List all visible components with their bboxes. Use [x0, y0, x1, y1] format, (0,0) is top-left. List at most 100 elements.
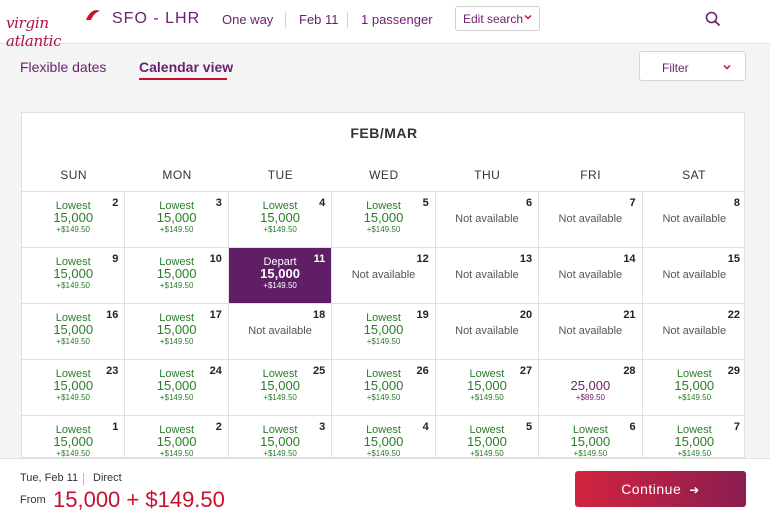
fare-label: Lowest	[572, 424, 608, 436]
fare-taxes: +$149.50	[159, 393, 194, 402]
calendar-day[interactable]: 9 Lowest 15,000 +$149.50	[22, 248, 126, 304]
calendar-day-selected[interactable]: 11 Depart 15,000 +$149.50	[228, 248, 333, 304]
fare-label: Lowest	[55, 200, 91, 212]
calendar-grid: 2 Lowest 15,000 +$149.50 3 Lowest 15,000 +$149.…	[22, 191, 744, 458]
edit-search-button[interactable]: Edit search	[455, 6, 540, 31]
calendar-day[interactable]: 4 Lowest 15,000 +$149.50	[228, 192, 333, 248]
fare-points: 15,000	[156, 434, 197, 449]
calendar-day[interactable]: 19 Lowest 15,000 +$149.50	[332, 304, 436, 360]
fare-points: 15,000	[570, 434, 611, 449]
search-icon[interactable]	[705, 11, 721, 27]
day-number: 2	[112, 197, 119, 209]
fare-taxes: +$149.50	[56, 281, 90, 290]
fare-taxes: +$149.50	[677, 449, 712, 458]
calendar-day[interactable]: 29 Lowest 15,000 +$149.50	[642, 360, 744, 416]
fare-taxes: +$149.50	[470, 449, 504, 458]
calendar-day[interactable]: 16 Lowest 15,000 +$149.50	[22, 304, 126, 360]
day-number: 12	[416, 253, 429, 265]
fare-taxes: +$149.50	[159, 225, 194, 234]
day-number: 25	[313, 365, 326, 377]
filter-dropdown[interactable]: Filter	[639, 51, 746, 81]
fare-points: 15,000	[156, 322, 197, 337]
fare-taxes: +$149.50	[56, 225, 90, 234]
weekday-label: THU	[474, 168, 501, 182]
calendar-day[interactable]: 5 Lowest 15,000 +$149.50	[435, 416, 540, 458]
calendar-day: 21 Not available	[539, 304, 643, 360]
calendar-day[interactable]: 3 Lowest 15,000 +$149.50	[228, 416, 333, 457]
continue-button[interactable]: Continue ➜	[575, 471, 746, 507]
weekday-header: SUN MON TUE WED THU FRI SAT	[22, 168, 744, 182]
fare-label: Lowest	[676, 368, 712, 380]
arrow-right-icon: ➜	[689, 483, 700, 497]
virgin-atlantic-logo[interactable]: virgin atlantic	[6, 8, 100, 50]
fare-label: Lowest	[262, 424, 298, 436]
divider	[347, 12, 348, 28]
fare-points: 15,000	[674, 378, 715, 393]
fare-points: 15,000	[53, 210, 94, 225]
day-number: 6	[526, 197, 533, 209]
calendar-day[interactable]: 24 Lowest 15,000 +$149.50	[125, 360, 229, 416]
fare-points: 15,000	[53, 434, 94, 449]
calendar-day[interactable]: 3 Lowest 15,000 +$149.50	[125, 192, 229, 248]
calendar-day: 13 Not available	[435, 248, 540, 304]
fare-points: 15,000	[363, 434, 404, 449]
tab-flexible-dates[interactable]: Flexible dates	[20, 59, 107, 75]
calendar-day[interactable]: 17 Lowest 15,000 +$149.50	[125, 304, 229, 360]
calendar-day[interactable]: 4 Lowest 15,000 +$149.50	[332, 416, 436, 458]
calendar-day[interactable]: 10 Lowest 15,000 +$149.50	[125, 248, 229, 304]
day-number: 7	[733, 421, 740, 433]
fare-taxes: +$149.50	[366, 449, 401, 458]
active-tab-indicator	[139, 78, 227, 80]
day-number: 4	[422, 421, 429, 433]
weekday-label: TUE	[267, 168, 294, 182]
day-number: 22	[727, 309, 740, 321]
calendar-day[interactable]: 25 Lowest 15,000 +$149.50	[228, 360, 333, 416]
calendar-day: 7 Not available	[539, 192, 643, 248]
fare-label: Lowest	[676, 424, 712, 436]
day-number: 3	[319, 421, 326, 433]
fare-label: Lowest	[262, 368, 298, 380]
calendar-day[interactable]: 2 Lowest 15,000 +$149.50	[125, 416, 229, 458]
day-number: 14	[623, 253, 636, 265]
day-number: 8	[733, 197, 740, 209]
availability-status: Not available	[351, 269, 416, 281]
calendar-day[interactable]: 23 Lowest 15,000 +$149.50	[22, 360, 126, 416]
logo-text: virgin atlantic	[6, 14, 62, 50]
calendar-day[interactable]: 7 Lowest 15,000 +$149.50	[642, 416, 744, 458]
fare-taxes: +$149.50	[677, 393, 712, 402]
day-number: 20	[519, 309, 533, 321]
day-number: 11	[313, 253, 326, 265]
calendar-day: 22 Not available	[642, 304, 744, 360]
day-number: 24	[209, 365, 222, 377]
day-number: 5	[422, 197, 429, 209]
passenger-count: 1 passenger	[361, 12, 433, 27]
day-number: 10	[209, 253, 222, 265]
availability-status: Not available	[662, 213, 727, 225]
weekday-label: FRI	[580, 168, 602, 182]
calendar-day[interactable]: 27 Lowest 15,000 +$149.50	[435, 360, 540, 416]
fare-label: Lowest	[55, 368, 91, 380]
fare-label: Lowest	[55, 312, 91, 324]
fare-taxes: +$149.50	[159, 449, 194, 458]
calendar-day: 18 Not available	[228, 304, 333, 360]
fare-points: 15,000	[53, 266, 94, 281]
fare-taxes: +$149.50	[56, 393, 90, 402]
fare-taxes: +$149.50	[366, 337, 401, 346]
calendar-day[interactable]: 6 Lowest 15,000 +$149.50	[539, 416, 643, 458]
calendar-day[interactable]: 5 Lowest 15,000 +$149.50	[332, 192, 436, 248]
calendar-day[interactable]: 28 25,000 +$89.50	[539, 360, 643, 416]
day-number: 18	[313, 309, 326, 321]
day-number: 13	[519, 253, 533, 265]
fare-taxes: +$149.50	[366, 225, 401, 234]
calendar-day[interactable]: 2 Lowest 15,000 +$149.50	[22, 192, 126, 248]
fare-label: Lowest	[159, 200, 195, 212]
booking-footer: Tue, Feb 11 Direct From 15,000 + $149.50…	[0, 458, 770, 513]
fare-label: Lowest	[366, 200, 401, 212]
calendar-day[interactable]: 26 Lowest 15,000 +$149.50	[332, 360, 436, 416]
tab-calendar-view[interactable]: Calendar view	[139, 59, 234, 75]
day-number: 1	[112, 421, 119, 433]
calendar-day[interactable]: 1 Lowest 15,000 +$149.50	[22, 416, 126, 457]
weekday-label: SUN	[60, 168, 88, 182]
fare-taxes: +$149.50	[573, 449, 608, 458]
fare-points: 15,000	[53, 322, 94, 337]
